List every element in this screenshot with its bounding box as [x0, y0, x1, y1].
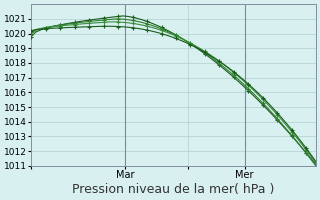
X-axis label: Pression niveau de la mer( hPa ): Pression niveau de la mer( hPa ) [72, 183, 275, 196]
